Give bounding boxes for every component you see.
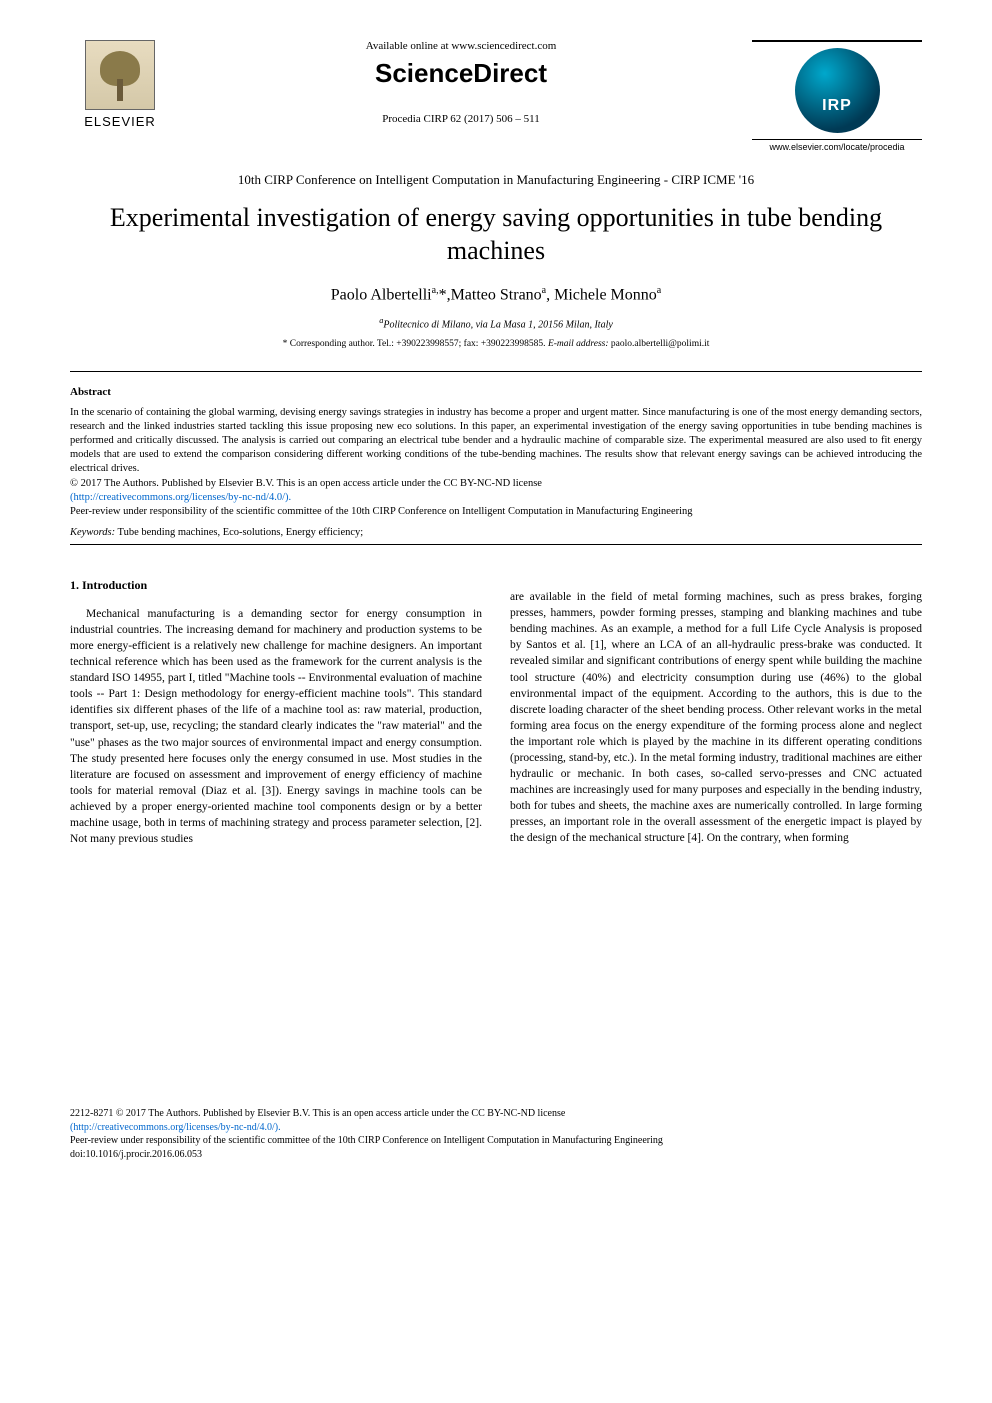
abstract-body: In the scenario of containing the global… <box>70 406 922 519</box>
rule-below-abstract <box>70 544 922 545</box>
column-left: 1. Introduction Mechanical manufacturing… <box>70 551 482 847</box>
abstract-peer-review: Peer-review under responsibility of the … <box>70 506 693 517</box>
corresponding-author: * Corresponding author. Tel.: +390223998… <box>70 339 922 349</box>
footer-block: 2212-8271 © 2017 The Authors. Published … <box>70 1107 922 1161</box>
author-1-star: *, <box>439 286 451 303</box>
conference-name: 10th CIRP Conference on Intelligent Comp… <box>70 172 922 188</box>
cirp-underline <box>752 139 922 140</box>
available-online-text: Available online at www.sciencedirect.co… <box>190 40 732 52</box>
cirp-url: www.elsevier.com/locate/procedia <box>752 142 922 152</box>
affiliation: aPolitecnico di Milano, via La Masa 1, 2… <box>70 316 922 330</box>
keywords-label: Keywords: <box>70 527 115 538</box>
procedia-citation: Procedia CIRP 62 (2017) 506 – 511 <box>190 113 732 125</box>
elsevier-logo: ELSEVIER <box>70 40 170 129</box>
rule-above-abstract <box>70 371 922 372</box>
header-row: ELSEVIER Available online at www.science… <box>70 40 922 152</box>
section-1-heading: 1. Introduction <box>70 577 482 594</box>
elsevier-tree-icon <box>85 40 155 110</box>
affiliation-text: Politecnico di Milano, via La Masa 1, 20… <box>383 320 612 331</box>
author-1-sup: a, <box>432 285 439 296</box>
sciencedirect-logo: ScienceDirect <box>190 58 732 89</box>
corresponding-text: * Corresponding author. Tel.: +390223998… <box>283 339 548 349</box>
abstract-main: In the scenario of containing the global… <box>70 407 922 475</box>
author-3-sup: a <box>657 285 661 296</box>
cirp-circle-text: IRP <box>822 97 852 115</box>
footer-doi: doi:10.1016/j.procir.2016.06.053 <box>70 1149 202 1160</box>
email-label: E-mail address: <box>548 339 609 349</box>
cirp-circle-icon: IRP <box>795 48 880 133</box>
keywords-line: Keywords: Tube bending machines, Eco-sol… <box>70 527 922 538</box>
section-1-col1-text: Mechanical manufacturing is a demanding … <box>70 606 482 847</box>
abstract-copyright: © 2017 The Authors. Published by Elsevie… <box>70 478 542 489</box>
paper-title: Experimental investigation of energy sav… <box>70 202 922 267</box>
author-1: Paolo Albertelli <box>331 286 432 303</box>
author-3: , Michele Monno <box>546 286 657 303</box>
cirp-logo-block: IRP www.elsevier.com/locate/procedia <box>752 40 922 152</box>
keywords-text: Tube bending machines, Eco-solutions, En… <box>115 527 363 538</box>
footer-license-link[interactable]: (http://creativecommons.org/licenses/by-… <box>70 1122 281 1133</box>
authors-line: Paolo Albertellia,*,Matteo Strano a, Mich… <box>70 285 922 304</box>
center-header: Available online at www.sciencedirect.co… <box>170 40 752 125</box>
author-2: Matteo Strano <box>451 286 542 303</box>
corresponding-email: paolo.albertelli@polimi.it <box>609 339 710 349</box>
section-1-col2-text: are available in the field of metal form… <box>510 589 922 847</box>
abstract-heading: Abstract <box>70 386 922 398</box>
elsevier-text: ELSEVIER <box>84 114 156 129</box>
body-columns: 1. Introduction Mechanical manufacturing… <box>70 551 922 847</box>
column-right: are available in the field of metal form… <box>510 551 922 847</box>
footer-line-1: 2212-8271 © 2017 The Authors. Published … <box>70 1108 565 1119</box>
footer-line-2: Peer-review under responsibility of the … <box>70 1135 663 1146</box>
cirp-logo: IRP www.elsevier.com/locate/procedia <box>752 40 922 152</box>
abstract-license-link[interactable]: (http://creativecommons.org/licenses/by-… <box>70 492 291 503</box>
column-right-spacer <box>510 551 922 589</box>
